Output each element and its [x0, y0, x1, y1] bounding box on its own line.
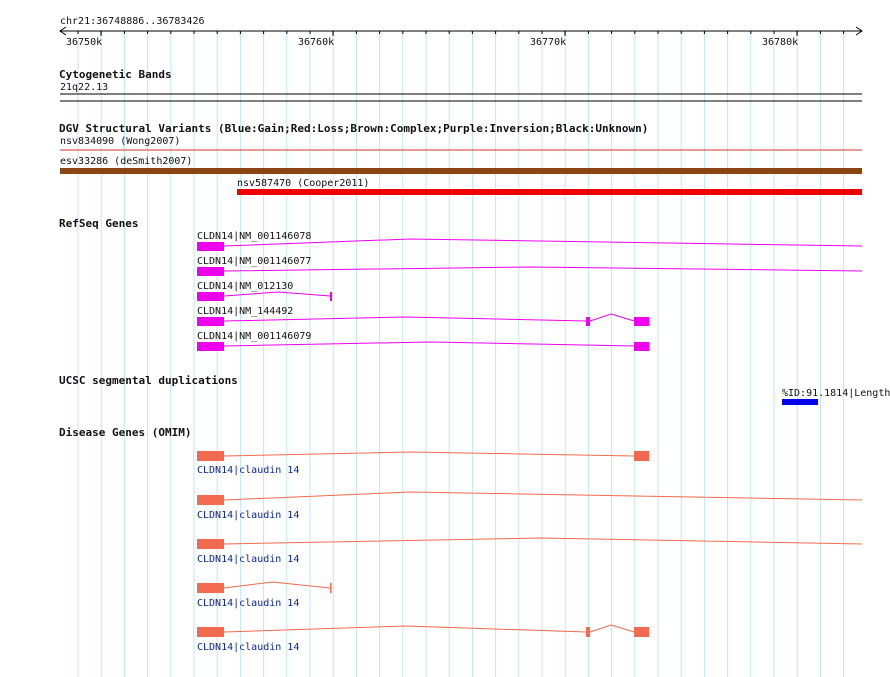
- track-title: DGV Structural Variants (Blue:Gain;Red:L…: [59, 122, 648, 135]
- refseq-exon[interactable]: [586, 317, 590, 326]
- omim-intron-line[interactable]: [223, 581, 331, 589]
- refseq-exon[interactable]: [197, 242, 224, 251]
- refseq-intron-line[interactable]: [223, 238, 863, 247]
- omim-exon[interactable]: [197, 451, 224, 461]
- ruler-right-arrow-icon[interactable]: [855, 26, 863, 36]
- refseq-exon[interactable]: [634, 317, 649, 326]
- track-cytogenetic-bands: Cytogenetic Bands 21q22.13: [59, 68, 862, 102]
- refseq-exon[interactable]: [197, 267, 224, 276]
- ruler-tick-label: 36750k: [66, 37, 102, 48]
- dgv-feature-label: nsv587470 (Cooper2011): [237, 178, 369, 189]
- segdup-feature-bar[interactable]: [782, 399, 818, 405]
- dgv-feature-label: esv33286 (deSmith2007): [60, 156, 192, 167]
- ruler-tick-label: 36770k: [530, 37, 566, 48]
- refseq-transcript-label: CLDN14|NM_012130: [197, 281, 293, 292]
- track-disease-genes-omim: Disease Genes (OMIM) CLDN14|claudin 14 C…: [59, 426, 863, 653]
- track-title: UCSC segmental duplications: [59, 374, 238, 387]
- refseq-intron-line[interactable]: [223, 266, 863, 272]
- ruler-position-label: chr21:36748886..36783426: [60, 16, 205, 27]
- track-refseq-genes: RefSeq Genes CLDN14|NM_001146078 CLDN14|…: [59, 217, 863, 351]
- omim-intron-line[interactable]: [223, 537, 863, 545]
- omim-exon[interactable]: [197, 495, 224, 505]
- track-ucsc-segmental-duplications: UCSC segmental duplications %ID:91.1814|…: [59, 374, 890, 405]
- refseq-exon[interactable]: [197, 292, 224, 301]
- omim-exon[interactable]: [634, 627, 649, 637]
- refseq-transcript-label: CLDN14|NM_001146078: [197, 231, 311, 242]
- ruler-tick-label: 36760k: [298, 37, 334, 48]
- refseq-intron-line[interactable]: [589, 313, 635, 322]
- omim-feature-label: CLDN14|claudin 14: [197, 465, 299, 476]
- ruler: chr21:36748886..36783426 36750k 36760k 3…: [59, 16, 863, 48]
- omim-exon[interactable]: [197, 539, 224, 549]
- refseq-exon[interactable]: [634, 342, 649, 351]
- refseq-exon[interactable]: [330, 292, 332, 301]
- omim-exon[interactable]: [586, 627, 590, 637]
- omim-exon[interactable]: [634, 451, 649, 461]
- refseq-intron-line[interactable]: [223, 316, 587, 322]
- omim-feature-label: CLDN14|claudin 14: [197, 554, 299, 565]
- omim-intron-line[interactable]: [223, 491, 863, 501]
- vertical-grid-lines: [77, 31, 845, 677]
- dgv-feature-label: nsv834090 (Wong2007): [60, 136, 180, 147]
- track-title: RefSeq Genes: [59, 217, 138, 230]
- track-dgv-structural-variants: DGV Structural Variants (Blue:Gain;Red:L…: [59, 122, 862, 195]
- omim-feature-label: CLDN14|claudin 14: [197, 510, 299, 521]
- omim-exon[interactable]: [197, 627, 224, 637]
- ruler-tick-label: 36780k: [762, 37, 798, 48]
- dgv-feature-bar[interactable]: [237, 189, 862, 195]
- segdup-feature-label: %ID:91.1814|Length: [782, 388, 890, 399]
- dgv-feature-bar[interactable]: [60, 168, 862, 174]
- omim-exon[interactable]: [197, 583, 224, 593]
- track-title: Cytogenetic Bands: [59, 68, 172, 81]
- omim-exon[interactable]: [330, 583, 332, 593]
- omim-intron-line[interactable]: [589, 624, 635, 633]
- refseq-intron-line[interactable]: [223, 291, 331, 297]
- cytoband-label[interactable]: 21q22.13: [60, 82, 108, 93]
- omim-feature-label: CLDN14|claudin 14: [197, 642, 299, 653]
- omim-intron-line[interactable]: [223, 451, 635, 457]
- omim-intron-line[interactable]: [223, 625, 587, 633]
- ruler-left-arrow-icon[interactable]: [59, 26, 67, 36]
- refseq-transcript-label: CLDN14|NM_001146079: [197, 331, 311, 342]
- refseq-transcript-label: CLDN14|NM_001146077: [197, 256, 311, 267]
- refseq-intron-line[interactable]: [223, 341, 635, 347]
- refseq-transcript-label: CLDN14|NM_144492: [197, 306, 293, 317]
- refseq-exon[interactable]: [197, 342, 224, 351]
- refseq-exon[interactable]: [197, 317, 224, 326]
- omim-feature-label: CLDN14|claudin 14: [197, 598, 299, 609]
- track-title: Disease Genes (OMIM): [59, 426, 191, 439]
